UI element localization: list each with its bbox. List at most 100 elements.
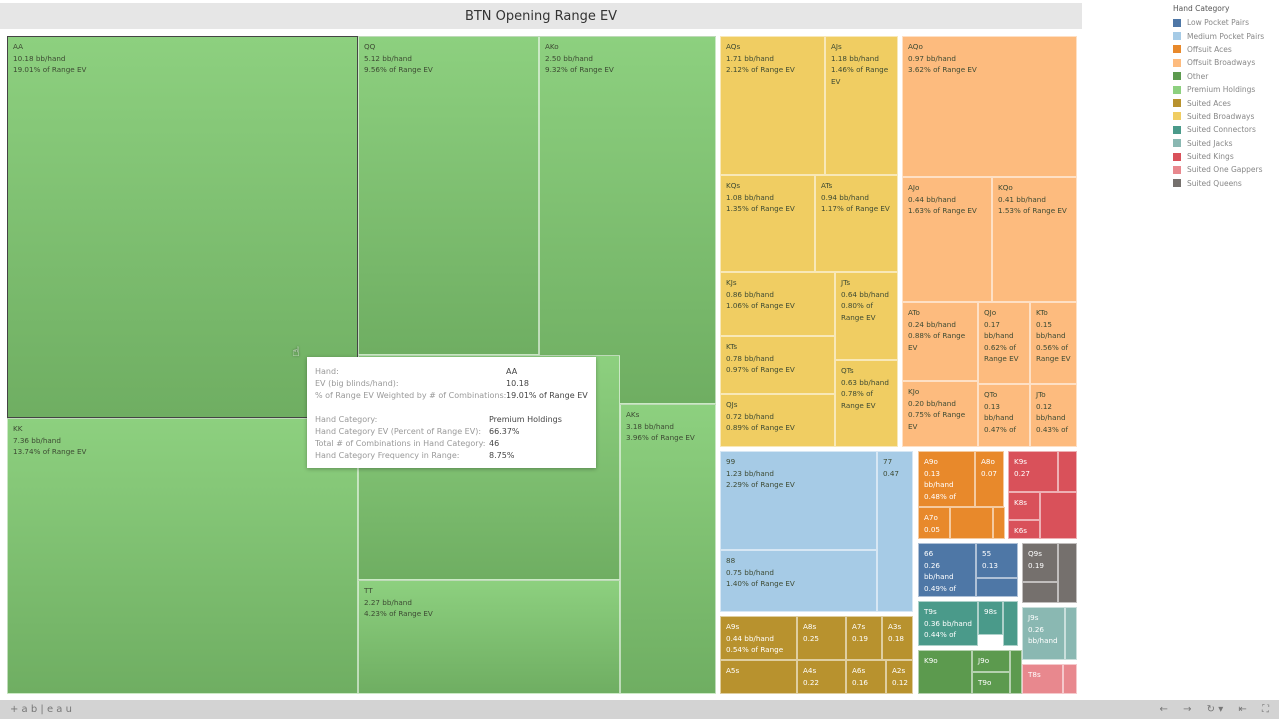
- treemap-cell-a9s[interactable]: A9s 0.44 bb/hand 0.54% of Range EV: [720, 616, 797, 660]
- tooltip-label: EV (big blinds/hand):: [315, 379, 399, 388]
- treemap-cell-a6s[interactable]: A6s 0.16: [846, 660, 886, 694]
- treemap-cell-ako[interactable]: AKo 2.50 bb/hand 9.32% of Range EV: [539, 36, 716, 404]
- legend-item[interactable]: Suited Kings: [1173, 150, 1264, 163]
- treemap-cell-a3s[interactable]: A3s 0.18: [882, 616, 913, 660]
- legend-item[interactable]: Offsuit Aces: [1173, 43, 1264, 56]
- treemap-cell-qjs[interactable]: QJs 0.72 bb/hand 0.89% of Range EV: [720, 394, 835, 447]
- cell-hand: TT: [364, 586, 373, 595]
- treemap-cell[interactable]: [1040, 492, 1077, 539]
- treemap-cell-66[interactable]: 66 0.26 bb/hand 0.49% of: [918, 543, 976, 597]
- treemap-cell-q9s[interactable]: Q9s 0.19: [1022, 543, 1058, 582]
- treemap-cell-a7o[interactable]: A7o 0.05: [918, 507, 950, 539]
- treemap-cell[interactable]: [950, 507, 993, 539]
- treemap-cell[interactable]: [976, 578, 1018, 597]
- treemap-cell-k8s[interactable]: K8s: [1008, 492, 1040, 520]
- legend-item[interactable]: Suited Queens: [1173, 177, 1264, 190]
- legend-item[interactable]: Offsuit Broadways: [1173, 56, 1264, 69]
- tooltip-row: Total # of Combinations in Hand Category…: [315, 438, 588, 450]
- treemap-cell-ats[interactable]: ATs 0.94 bb/hand 1.17% of Range EV: [815, 175, 898, 272]
- treemap-cell-kk[interactable]: KK 7.36 bb/hand 13.74% of Range EV: [7, 418, 358, 694]
- treemap-cell-a2s[interactable]: A2s 0.12: [886, 660, 913, 694]
- treemap-cell-88[interactable]: 88 0.75 bb/hand 1.40% of Range EV: [720, 550, 877, 612]
- treemap-cell-kjo[interactable]: KJo 0.20 bb/hand 0.75% of Range EV: [902, 381, 978, 447]
- treemap-cell-55[interactable]: 55 0.13: [976, 543, 1018, 578]
- cell-hand: K6s: [1014, 526, 1028, 535]
- treemap-cell-tt[interactable]: TT 2.27 bb/hand 4.23% of Range EV: [358, 580, 620, 694]
- treemap-cell-kts[interactable]: KTs 0.78 bb/hand 0.97% of Range EV: [720, 336, 835, 394]
- treemap-cell[interactable]: [1063, 664, 1077, 694]
- treemap-cell[interactable]: [1010, 650, 1022, 694]
- legend-item[interactable]: Suited Broadways: [1173, 110, 1264, 123]
- treemap-cell-aqs[interactable]: AQs 1.71 bb/hand 2.12% of Range EV: [720, 36, 825, 175]
- treemap-cell[interactable]: [1058, 451, 1077, 492]
- treemap-cell-ajo[interactable]: AJo 0.44 bb/hand 1.63% of Range EV: [902, 177, 992, 302]
- undo-icon[interactable]: ←: [1159, 704, 1168, 715]
- legend-item[interactable]: Suited Connectors: [1173, 123, 1264, 136]
- treemap-cell-qq[interactable]: QQ 5.12 bb/hand 9.56% of Range EV: [358, 36, 539, 355]
- cell-value: bb/hand: [984, 413, 1014, 422]
- treemap-cell-j9o[interactable]: J9o: [972, 650, 1010, 672]
- treemap-cell-a4s[interactable]: A4s 0.22: [797, 660, 846, 694]
- treemap-cell-99[interactable]: 99 1.23 bb/hand 2.29% of Range EV: [720, 451, 877, 550]
- cell-value: 0.64 bb/hand: [841, 289, 889, 299]
- legend-item[interactable]: Low Pocket Pairs: [1173, 16, 1264, 29]
- cell-value: 0.19: [1028, 560, 1045, 570]
- treemap-cell-aqo[interactable]: AQo 0.97 bb/hand 3.62% of Range EV: [902, 36, 1077, 177]
- treemap-cell-k6s[interactable]: K6s: [1008, 520, 1040, 539]
- legend-item[interactable]: Medium Pocket Pairs: [1173, 29, 1264, 42]
- reset-icon[interactable]: ⇤: [1238, 704, 1247, 715]
- treemap-cell[interactable]: [1058, 543, 1077, 603]
- treemap-cell-t9o[interactable]: T9o: [972, 672, 1010, 694]
- treemap-cell-a8o[interactable]: A8o 0.07: [975, 451, 1004, 507]
- treemap-cell-a7s[interactable]: A7s 0.19: [846, 616, 882, 660]
- cell-hand: A3s: [888, 622, 902, 631]
- treemap-cell-kqs[interactable]: KQs 1.08 bb/hand 1.35% of Range EV: [720, 175, 815, 272]
- treemap-cell-t9s[interactable]: T9s 0.36 bb/hand 0.44% of: [918, 601, 978, 646]
- treemap-cell-aks[interactable]: AKs 3.18 bb/hand 3.96% of Range EV: [620, 404, 716, 694]
- treemap-cell[interactable]: [993, 507, 1005, 539]
- legend-swatch: [1173, 72, 1181, 81]
- treemap-cell-ajs[interactable]: AJs 1.18 bb/hand 1.46% of Range EV: [825, 36, 898, 175]
- cell-value: 0.89% of Range EV: [726, 423, 795, 432]
- treemap-cell[interactable]: [1022, 582, 1058, 603]
- treemap-cell[interactable]: [1003, 601, 1018, 646]
- treemap-cell[interactable]: [1065, 607, 1077, 660]
- cell-value: 1.08 bb/hand: [726, 192, 774, 202]
- cell-hand: J9o: [978, 656, 990, 665]
- cell-hand: AA: [13, 42, 24, 51]
- treemap-cell-qto[interactable]: QTo 0.13 bb/hand 0.47% of: [978, 384, 1030, 447]
- redo-icon[interactable]: →: [1183, 704, 1192, 715]
- legend-label: Medium Pocket Pairs: [1187, 31, 1265, 41]
- treemap-cell-j9s[interactable]: J9s 0.26 bb/hand: [1022, 607, 1065, 660]
- legend-item[interactable]: Suited One Gappers: [1173, 163, 1264, 176]
- fullscreen-icon[interactable]: ⛶: [1262, 704, 1269, 715]
- treemap-cell-ato[interactable]: ATo 0.24 bb/hand 0.88% of Range EV: [902, 302, 978, 381]
- legend-item[interactable]: Premium Holdings: [1173, 83, 1264, 96]
- cell-value: 0.48% of: [924, 491, 957, 501]
- treemap-cell-kjs[interactable]: KJs 0.86 bb/hand 1.06% of Range EV: [720, 272, 835, 336]
- cell-value: 0.20 bb/hand: [908, 398, 956, 408]
- cell-value: 10.18 bb/hand: [13, 53, 66, 63]
- cell-hand: Q9s: [1028, 549, 1042, 558]
- treemap-cell-qjo[interactable]: QJo 0.17 bb/hand 0.62% of Range EV: [978, 302, 1030, 384]
- treemap-cell-kto[interactable]: KTo 0.15 bb/hand 0.56% of Range EV: [1030, 302, 1077, 384]
- treemap-cell-kqo[interactable]: KQo 0.41 bb/hand 1.53% of Range EV: [992, 177, 1077, 302]
- legend-item[interactable]: Suited Aces: [1173, 96, 1264, 109]
- cell-hand: ATs: [821, 181, 833, 190]
- treemap-cell-jts[interactable]: JTs 0.64 bb/hand 0.80% of Range EV: [835, 272, 898, 360]
- treemap-cell-77[interactable]: 77 0.47: [877, 451, 913, 612]
- treemap-cell-a8s[interactable]: A8s 0.25: [797, 616, 846, 660]
- treemap-cell-98s[interactable]: 98s: [978, 601, 1003, 635]
- treemap-cell-k9o[interactable]: K9o: [918, 650, 972, 694]
- legend-item[interactable]: Suited Jacks: [1173, 137, 1264, 150]
- treemap-cell-jto[interactable]: JTo 0.12 bb/hand 0.43% of: [1030, 384, 1077, 447]
- treemap-cell-a9o[interactable]: A9o 0.13 bb/hand 0.48% of: [918, 451, 975, 507]
- treemap-cell-qts[interactable]: QTs 0.63 bb/hand 0.78% of Range EV: [835, 360, 898, 447]
- treemap-cell-k9s[interactable]: K9s 0.27: [1008, 451, 1058, 492]
- treemap-cell-a5s[interactable]: A5s: [720, 660, 797, 694]
- treemap-cell-aa[interactable]: AA 10.18 bb/hand 19.01% of Range EV: [7, 36, 358, 418]
- legend-item[interactable]: Other: [1173, 70, 1264, 83]
- cell-value: 2.12% of Range EV: [726, 65, 795, 74]
- revert-icon[interactable]: ↻ ▾: [1206, 704, 1224, 715]
- treemap-cell-t8s[interactable]: T8s: [1022, 664, 1063, 694]
